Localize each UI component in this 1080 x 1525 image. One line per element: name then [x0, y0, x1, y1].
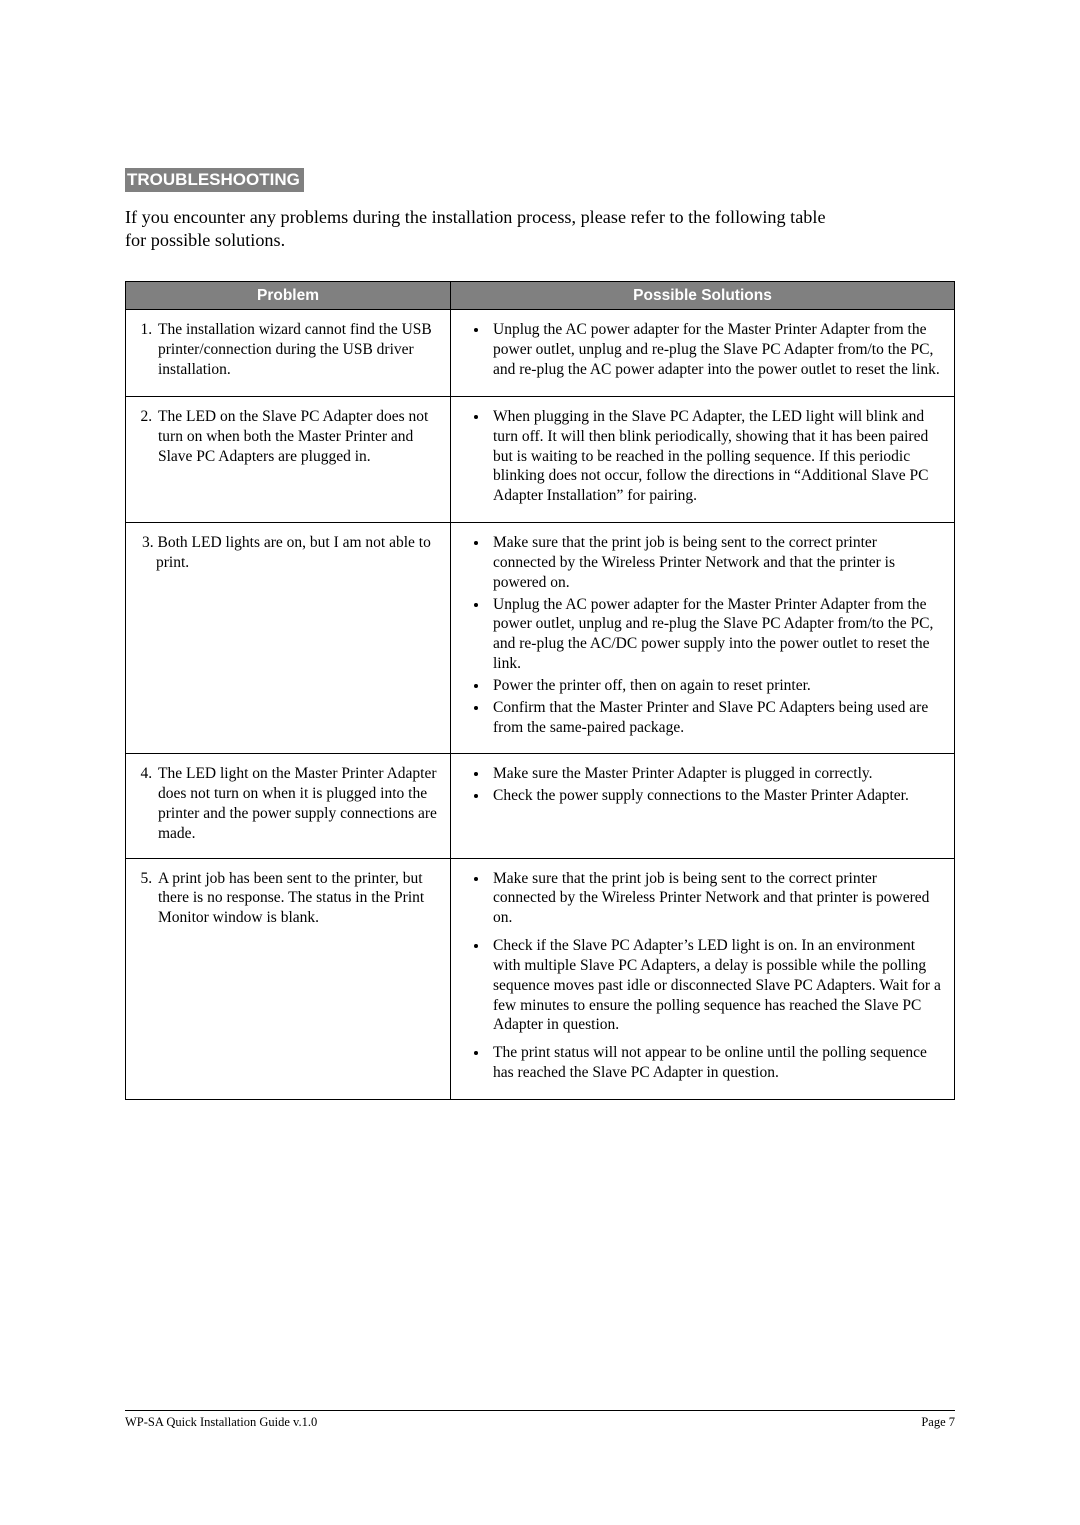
- problem-list: A print job has been sent to the printer…: [138, 869, 438, 928]
- solution-item: When plugging in the Slave PC Adapter, t…: [489, 407, 942, 506]
- solution-list: When plugging in the Slave PC Adapter, t…: [463, 407, 942, 506]
- table-row: The LED light on the Master Printer Adap…: [126, 754, 955, 858]
- troubleshooting-table: Problem Possible Solutions The installat…: [125, 281, 955, 1100]
- solution-list: Unplug the AC power adapter for the Mast…: [463, 320, 942, 379]
- problem-cell: The LED light on the Master Printer Adap…: [126, 754, 451, 858]
- problem-list: The installation wizard cannot find the …: [138, 320, 438, 379]
- problem-text: 3. Both LED lights are on, but I am not …: [138, 533, 438, 573]
- solution-cell: Make sure that the print job is being se…: [451, 858, 955, 1099]
- section-heading-wrap: TROUBLESHOOTING: [125, 168, 955, 206]
- table-header-row: Problem Possible Solutions: [126, 281, 955, 310]
- problem-text: A print job has been sent to the printer…: [156, 869, 438, 928]
- problem-list: The LED light on the Master Printer Adap…: [138, 764, 438, 843]
- solution-item: Unplug the AC power adapter for the Mast…: [489, 595, 942, 674]
- header-solutions: Possible Solutions: [451, 281, 955, 310]
- section-heading: TROUBLESHOOTING: [125, 168, 304, 192]
- table-row: 3. Both LED lights are on, but I am not …: [126, 523, 955, 754]
- header-problem: Problem: [126, 281, 451, 310]
- table-row: The LED on the Slave PC Adapter does not…: [126, 396, 955, 522]
- problem-cell: The installation wizard cannot find the …: [126, 310, 451, 396]
- problem-cell: 3. Both LED lights are on, but I am not …: [126, 523, 451, 754]
- footer-left: WP-SA Quick Installation Guide v.1.0: [125, 1415, 317, 1430]
- solution-cell: When plugging in the Slave PC Adapter, t…: [451, 396, 955, 522]
- intro-line-2: for possible solutions.: [125, 230, 285, 250]
- solution-item: Check if the Slave PC Adapter’s LED ligh…: [489, 936, 942, 1035]
- problem-cell: A print job has been sent to the printer…: [126, 858, 451, 1099]
- solution-list: Make sure the Master Printer Adapter is …: [463, 764, 942, 806]
- problem-cell: The LED on the Slave PC Adapter does not…: [126, 396, 451, 522]
- solution-cell: Make sure that the print job is being se…: [451, 523, 955, 754]
- solution-cell: Unplug the AC power adapter for the Mast…: [451, 310, 955, 396]
- intro-line-1: If you encounter any problems during the…: [125, 207, 826, 227]
- solution-item: Check the power supply connections to th…: [489, 786, 942, 806]
- solution-item: The print status will not appear to be o…: [489, 1043, 942, 1083]
- table-row: The installation wizard cannot find the …: [126, 310, 955, 396]
- intro-paragraph: If you encounter any problems during the…: [125, 206, 955, 253]
- solution-item: Make sure that the print job is being se…: [489, 869, 942, 928]
- solution-item: Make sure the Master Printer Adapter is …: [489, 764, 942, 784]
- problem-list: The LED on the Slave PC Adapter does not…: [138, 407, 438, 466]
- solution-item: Confirm that the Master Printer and Slav…: [489, 698, 942, 738]
- solution-item: Unplug the AC power adapter for the Mast…: [489, 320, 942, 379]
- problem-text: The installation wizard cannot find the …: [156, 320, 438, 379]
- document-page: TROUBLESHOOTING If you encounter any pro…: [0, 0, 1080, 1525]
- solution-item: Power the printer off, then on again to …: [489, 676, 942, 696]
- problem-text: The LED light on the Master Printer Adap…: [156, 764, 438, 843]
- page-footer: WP-SA Quick Installation Guide v.1.0 Pag…: [125, 1410, 955, 1430]
- solution-item: Make sure that the print job is being se…: [489, 533, 942, 592]
- problem-text: The LED on the Slave PC Adapter does not…: [156, 407, 438, 466]
- solution-cell: Make sure the Master Printer Adapter is …: [451, 754, 955, 858]
- solution-list: Make sure that the print job is being se…: [463, 533, 942, 737]
- table-row: A print job has been sent to the printer…: [126, 858, 955, 1099]
- footer-right: Page 7: [921, 1415, 955, 1430]
- solution-list: Make sure that the print job is being se…: [463, 869, 942, 1083]
